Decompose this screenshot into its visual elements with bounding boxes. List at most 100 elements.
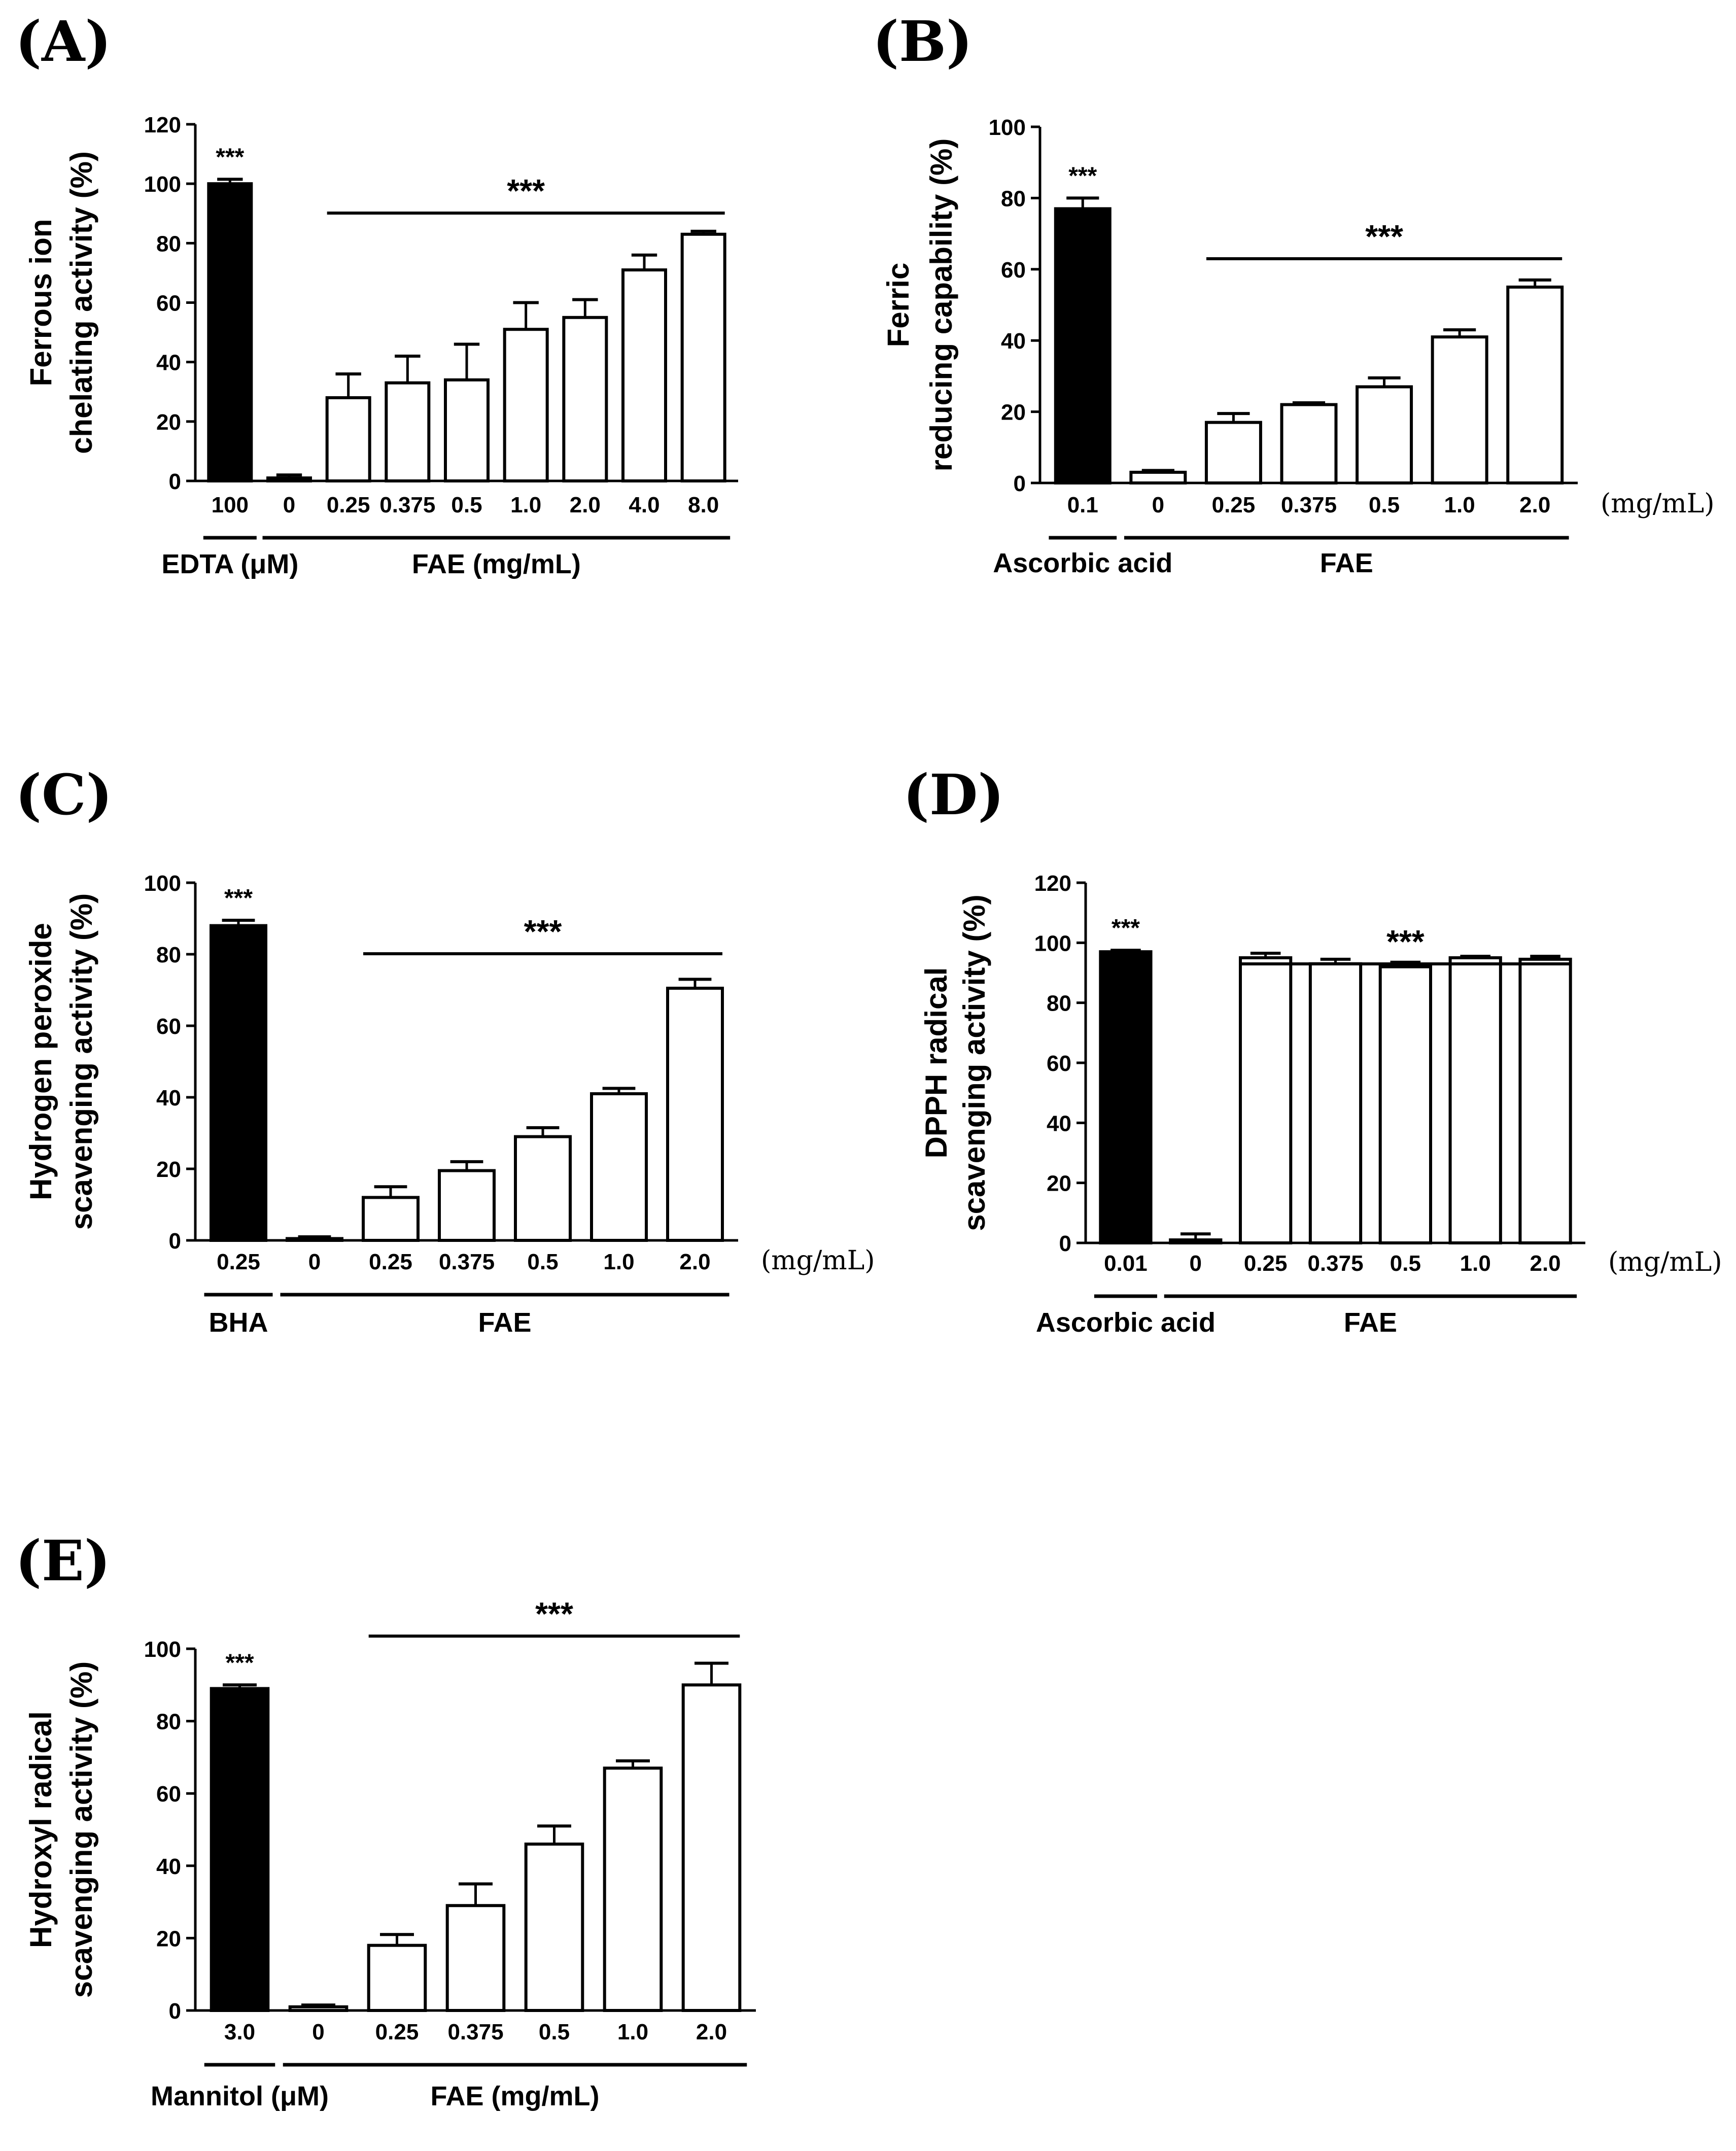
panel-e-group-label-2: FAE (mg/mL) — [431, 2081, 600, 2111]
panel-a-bar — [503, 328, 549, 482]
panel-c-bar — [438, 1169, 496, 1242]
panel-d-unit-label: (mg/mL) — [1608, 1247, 1722, 1277]
panel-c-y-tick-label: 60 — [156, 1014, 181, 1039]
panel-c-category-label: 0.5 — [527, 1250, 558, 1274]
panel-c-bar — [590, 1092, 648, 1242]
panel-c-category-label: 2.0 — [679, 1250, 710, 1274]
panel-e-category-label: 2.0 — [696, 2020, 727, 2044]
panel-d-bar — [1308, 962, 1363, 1244]
panel-b-bar — [1280, 403, 1338, 484]
panel-c-label: (C) — [15, 762, 113, 827]
panel-d-category-label: 0.375 — [1307, 1251, 1363, 1276]
panel-a-control-stars: *** — [216, 144, 244, 170]
panel-d-y-tick-label: 20 — [1047, 1171, 1071, 1196]
panel-c-bar — [210, 924, 267, 1242]
panel-e-label: (E) — [15, 1528, 111, 1593]
panel-a-y-tick-label: 20 — [156, 410, 181, 435]
panel-a-group-stars: *** — [507, 172, 545, 209]
panel-e-y-tick-label: 100 — [144, 1637, 181, 1662]
panel-b-bar — [1204, 421, 1262, 484]
panel-a-bar — [325, 396, 371, 483]
panel-c-bar — [286, 1237, 343, 1242]
panel-e-y-tick-label: 20 — [156, 1926, 181, 1951]
panel-d-bar — [1518, 957, 1572, 1244]
panel-e-bar — [681, 1683, 742, 2013]
panel-a-label: (A) — [15, 9, 111, 74]
panel-a-y-tick-label: 80 — [156, 231, 181, 256]
panel-a-category-label: 1.0 — [510, 493, 541, 517]
panel-e-bar — [367, 1944, 427, 2012]
panel-e-category-label: 0.5 — [539, 2020, 570, 2044]
panel-b-bar — [1129, 470, 1187, 485]
panel-a-y-tick-label: 0 — [169, 469, 181, 494]
panel-d-category-label: 1.0 — [1460, 1251, 1491, 1276]
panel-a-category-label: 8.0 — [688, 493, 719, 517]
panel-b-ylabel-line-1: Ferric — [881, 263, 915, 348]
panel-c-group-label-2: FAE — [478, 1307, 531, 1338]
panel-e-bar — [288, 2005, 349, 2013]
panel-e-bar — [445, 1904, 506, 2012]
panel-a-y-tick-label: 120 — [144, 113, 181, 137]
panel-c-category-label: 0.375 — [439, 1250, 495, 1274]
panel-c-y-tick-label: 100 — [144, 871, 181, 896]
panel-a-group-label-2: FAE (mg/mL) — [412, 549, 581, 579]
panel-d-ylabel-line-1: DPPH radical — [919, 967, 953, 1159]
panel-e-group-stars: *** — [535, 1595, 573, 1632]
panel-a-ylabel-line-1: Ferrous ion — [24, 219, 58, 386]
panel-e-category-label: 0.25 — [375, 2020, 419, 2044]
panel-d-y-tick-label: 120 — [1034, 871, 1071, 896]
panel-a-y-tick-label: 40 — [156, 351, 181, 375]
panel-b-category-label: 0.25 — [1212, 493, 1256, 517]
panel-a-bar — [266, 476, 312, 482]
panel-a-group-label-1: EDTA (μM) — [161, 549, 298, 579]
panel-d-ylabel-line-2: scavenging activity (%) — [957, 894, 991, 1231]
panel-c-category-label: 1.0 — [603, 1250, 634, 1274]
panel-b-category-label: 1.0 — [1444, 493, 1475, 517]
panel-d-category-label: 0 — [1190, 1251, 1202, 1276]
panel-c-category-label: 0.25 — [217, 1250, 260, 1274]
panel-d-group-label-2: FAE — [1344, 1307, 1397, 1338]
panel-c-ylabel-line-1: Hydrogen peroxide — [24, 923, 58, 1200]
panel-d-y-tick-label: 40 — [1047, 1111, 1071, 1136]
panel-d-label: (D) — [903, 762, 1004, 827]
panel-d-group-label-1: Ascorbic acid — [1036, 1307, 1216, 1338]
panel-e-bar — [524, 1843, 584, 2013]
panel-a-ylabel-line-2: chelating activity (%) — [64, 151, 98, 454]
panel-d-y-tick-label: 60 — [1047, 1051, 1071, 1076]
panel-e-category-label: 0.375 — [447, 2020, 503, 2044]
panel-d-category-label: 0.25 — [1244, 1251, 1288, 1276]
panel-b-category-label: 0.375 — [1281, 493, 1337, 517]
panel-b-control-stars: *** — [1068, 162, 1097, 189]
panel-b-group-label-2: FAE — [1320, 548, 1373, 578]
panel-d-bar — [1448, 956, 1502, 1244]
panel-e-y-tick-label: 60 — [156, 1782, 181, 1807]
panel-b-y-tick-label: 100 — [989, 115, 1026, 140]
panel-b-bar — [1431, 335, 1488, 484]
panel-e-bar — [603, 1766, 663, 2013]
panel-b-y-tick-label: 20 — [1001, 400, 1026, 425]
panel-d-group-stars: *** — [1386, 923, 1425, 960]
panel-e-bar — [210, 1687, 270, 2012]
panel-e-ylabel-line-2: scavenging activity (%) — [64, 1661, 98, 1998]
panel-a-bar — [207, 182, 253, 482]
panel-a-category-label: 0.25 — [327, 493, 370, 517]
panel-c-control-stars: *** — [224, 885, 253, 912]
panel-a-bar — [562, 316, 608, 483]
panel-a-bar — [385, 381, 431, 482]
panel-e-ylabel-line-1: Hydroxyl radical — [24, 1711, 58, 1948]
panel-c-category-label: 0.25 — [369, 1250, 412, 1274]
panel-a-category-label: 4.0 — [629, 493, 659, 517]
panel-e-y-tick-label: 0 — [169, 1999, 181, 2024]
panel-d-bar — [1099, 950, 1153, 1245]
panel-b-y-tick-label: 40 — [1001, 329, 1026, 354]
panel-d-y-tick-label: 0 — [1059, 1231, 1071, 1256]
panel-c-category-label: 0 — [308, 1250, 321, 1274]
panel-b-y-tick-label: 0 — [1014, 471, 1026, 496]
panel-a-y-tick-label: 100 — [144, 172, 181, 197]
panel-b-group-stars: *** — [1365, 218, 1403, 255]
panel-a-bar — [680, 232, 726, 482]
panel-a-category-label: 100 — [212, 493, 249, 517]
panel-b-category-label: 2.0 — [1519, 493, 1550, 517]
panel-c-unit-label: (mg/mL) — [761, 1245, 875, 1276]
